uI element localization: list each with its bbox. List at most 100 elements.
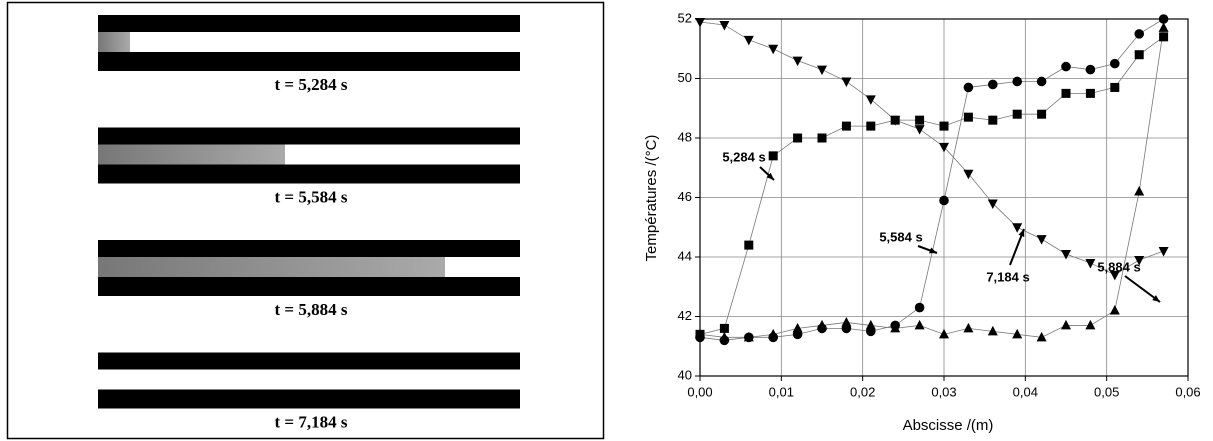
- marker: [768, 328, 779, 339]
- marker: [1036, 235, 1047, 245]
- marker: [939, 195, 949, 206]
- marker: [890, 116, 901, 126]
- x-tick-label: 0,04: [1013, 384, 1038, 399]
- x-tick-label: 0,01: [769, 384, 794, 399]
- marker: [939, 142, 949, 153]
- marker: [939, 121, 949, 131]
- marker: [1085, 88, 1095, 98]
- x-tick-label: 0,02: [850, 384, 875, 399]
- marker: [719, 20, 730, 31]
- marker: [743, 331, 754, 342]
- marker: [1012, 76, 1022, 87]
- marker: [1109, 305, 1120, 315]
- caption: t = 5,584 s: [275, 187, 348, 206]
- series-line: [699, 21, 1164, 276]
- marker: [1109, 270, 1120, 281]
- arrow-head: [1018, 229, 1025, 237]
- y-tick-label: 46: [678, 189, 692, 204]
- marker: [768, 44, 779, 55]
- marker: [695, 17, 705, 28]
- marker: [988, 79, 998, 90]
- marker: [988, 115, 998, 125]
- arrow-head: [1152, 295, 1160, 302]
- marker: [841, 316, 852, 327]
- marker: [1158, 14, 1169, 24]
- annotation: 5,584 s: [879, 229, 922, 244]
- marker: [1110, 82, 1120, 92]
- marker: [1110, 58, 1120, 69]
- x-tick-label: 0,00: [687, 384, 712, 399]
- marker: [1012, 223, 1023, 233]
- marker: [817, 319, 827, 330]
- marker: [719, 323, 729, 333]
- caption: t = 5,284 s: [275, 75, 348, 94]
- front-band: [98, 32, 130, 52]
- marker: [963, 322, 974, 333]
- y-tick-label: 50: [678, 70, 692, 85]
- marker: [841, 77, 852, 87]
- marker: [866, 121, 876, 131]
- y-tick-label: 42: [678, 308, 692, 323]
- marker: [1134, 50, 1144, 60]
- marker: [1134, 255, 1145, 266]
- marker: [1012, 328, 1023, 339]
- marker: [1061, 250, 1071, 260]
- marker: [768, 151, 778, 161]
- marker: [1158, 247, 1169, 257]
- x-axis-label: Abscisse /(m): [903, 417, 994, 434]
- x-tick-label: 0,05: [1094, 384, 1119, 399]
- caption: t = 5,884 s: [275, 300, 348, 319]
- marker: [963, 112, 973, 122]
- marker: [915, 115, 925, 125]
- marker: [865, 319, 876, 330]
- x-tick-label: 0,03: [931, 384, 956, 399]
- marker: [1134, 29, 1144, 39]
- plot-frame: [699, 18, 1189, 377]
- marker: [792, 56, 803, 67]
- marker: [817, 133, 827, 143]
- marker: [865, 95, 876, 105]
- front-band: [98, 257, 445, 277]
- arrow-head: [929, 247, 937, 254]
- marker: [817, 65, 827, 76]
- marker: [1061, 319, 1071, 330]
- marker: [1085, 319, 1096, 330]
- flow-band: [98, 369, 520, 390]
- marker: [1085, 64, 1096, 75]
- marker: [1061, 61, 1071, 72]
- marker: [987, 199, 998, 209]
- marker: [1036, 76, 1047, 87]
- y-axis-label: Températures /(°C): [643, 135, 660, 262]
- marker: [914, 319, 925, 330]
- y-tick-label: 44: [678, 248, 692, 263]
- marker: [1036, 331, 1047, 342]
- arrow-head: [766, 172, 774, 180]
- marker: [1159, 32, 1169, 42]
- marker: [1158, 22, 1169, 32]
- series-line: [699, 36, 1164, 335]
- marker: [939, 328, 949, 339]
- marker: [1085, 258, 1096, 269]
- marker: [695, 328, 705, 339]
- annotation: 5,884 s: [1097, 259, 1140, 274]
- marker: [914, 125, 925, 135]
- marker: [792, 322, 803, 333]
- marker: [963, 169, 974, 180]
- marker: [793, 133, 803, 143]
- marker: [987, 325, 998, 336]
- marker: [1061, 88, 1071, 98]
- marker: [890, 322, 901, 333]
- marker: [914, 302, 925, 313]
- annotation: 5,284 s: [722, 149, 765, 164]
- flow-band: [98, 32, 520, 52]
- marker: [743, 35, 754, 46]
- series-line: [699, 27, 1164, 338]
- caption: t = 7,184 s: [275, 412, 348, 431]
- marker: [963, 82, 974, 93]
- marker: [1134, 186, 1145, 196]
- y-tick-label: 40: [678, 367, 692, 382]
- marker: [744, 240, 754, 250]
- y-tick-label: 52: [678, 10, 692, 25]
